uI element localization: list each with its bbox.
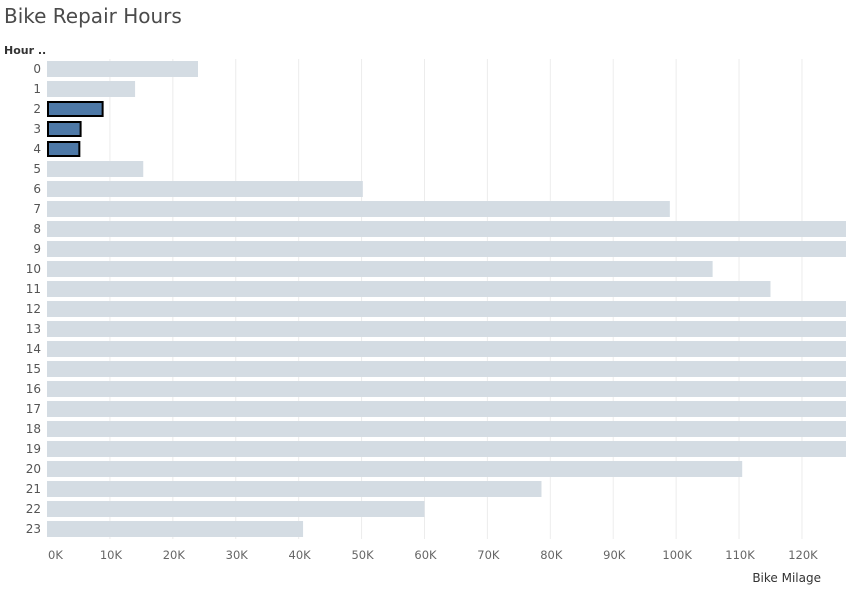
bar-hour-6[interactable]	[47, 181, 363, 197]
category-label: 4	[33, 142, 41, 156]
x-tick-label: 90K	[603, 548, 626, 562]
category-label: 16	[26, 382, 41, 396]
x-tick-label: 40K	[289, 548, 312, 562]
x-tick-label: 30K	[226, 548, 249, 562]
bar-hour-15[interactable]	[47, 361, 846, 377]
x-axis-title: Bike Milage	[752, 571, 821, 585]
bar-hour-14[interactable]	[47, 341, 846, 357]
bar-hour-12[interactable]	[47, 301, 846, 317]
x-tick-label: 100K	[662, 548, 692, 562]
bar-hour-5[interactable]	[47, 161, 144, 177]
category-label: 15	[26, 362, 41, 376]
x-tick-label: 80K	[540, 548, 563, 562]
bar-hour-9[interactable]	[47, 241, 846, 257]
bar-hour-8[interactable]	[47, 221, 846, 237]
category-label: 13	[26, 322, 41, 336]
row-axis-header: Hour ..	[4, 44, 47, 57]
bar-hour-17[interactable]	[47, 401, 846, 417]
category-label: 7	[33, 202, 41, 216]
bar-hour-22[interactable]	[47, 501, 425, 517]
x-tick-label: 0K	[48, 548, 63, 562]
category-label: 17	[26, 402, 41, 416]
category-label: 9	[33, 242, 41, 256]
x-tick-label: 50K	[351, 548, 374, 562]
bar-hour-2[interactable]	[47, 101, 104, 117]
category-label: 12	[26, 302, 41, 316]
bar-hour-16[interactable]	[47, 381, 846, 397]
x-tick-label: 20K	[163, 548, 186, 562]
bar-hour-20[interactable]	[47, 461, 743, 477]
bar-hour-4[interactable]	[47, 141, 81, 157]
bar-hour-10[interactable]	[47, 261, 713, 277]
bar-hour-11[interactable]	[47, 281, 771, 297]
bar-hour-7[interactable]	[47, 201, 670, 217]
x-tick-label: 70K	[477, 548, 500, 562]
category-label: 3	[33, 122, 41, 136]
bar-hour-21[interactable]	[47, 481, 542, 497]
category-label: 19	[26, 442, 41, 456]
category-label: 11	[26, 282, 41, 296]
bar-hour-13[interactable]	[47, 321, 846, 337]
x-tick-label: 60K	[414, 548, 437, 562]
bar-hour-23[interactable]	[47, 521, 304, 537]
category-label: 1	[33, 82, 41, 96]
bar-hour-1[interactable]	[47, 81, 136, 97]
category-label: 23	[26, 522, 41, 536]
category-label: 6	[33, 182, 41, 196]
bar-hour-3[interactable]	[47, 121, 82, 137]
x-tick-label: 10K	[100, 548, 123, 562]
category-label: 18	[26, 422, 41, 436]
bar-hour-0[interactable]	[47, 61, 198, 77]
bar-hour-19[interactable]	[47, 441, 846, 457]
x-tick-label: 110K	[725, 548, 755, 562]
bar-hour-18[interactable]	[47, 421, 846, 437]
category-label: 14	[26, 342, 41, 356]
category-label: 5	[33, 162, 41, 176]
category-label: 8	[33, 222, 41, 236]
category-label: 21	[26, 482, 41, 496]
x-tick-label: 120K	[788, 548, 818, 562]
category-label: 0	[33, 62, 41, 76]
category-label: 10	[26, 262, 41, 276]
category-label: 22	[26, 502, 41, 516]
category-label: 20	[26, 462, 41, 476]
category-label: 2	[33, 102, 41, 116]
chart-title: Bike Repair Hours	[4, 4, 182, 28]
